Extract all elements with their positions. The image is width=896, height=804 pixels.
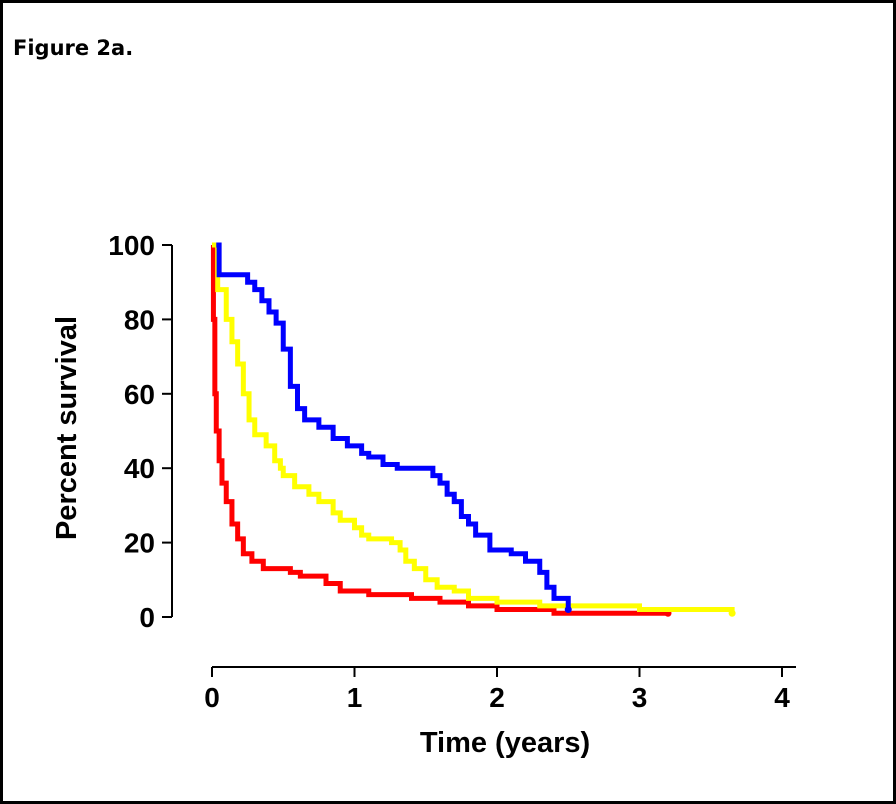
censor-marker-2 [728,609,736,617]
x-tick-label: 4 [774,682,790,713]
survival-curve-3 [216,242,571,610]
survival-curve-1 [210,242,668,616]
x-axis-title: Time (years) [420,727,590,759]
figure-label: Figure 2a. [13,36,134,60]
y-tick-label: 60 [124,379,155,410]
x-tick-label: 0 [204,682,220,713]
y-tick-label: 20 [124,528,155,559]
y-tick-label: 80 [124,304,155,335]
x-tick-label: 1 [347,682,363,713]
survival-curves [210,242,736,617]
y-tick-label: 40 [124,453,155,484]
x-axis: 0 1 2 3 4 [204,666,796,713]
censor-marker-3 [564,606,572,614]
y-axis: 0 20 40 60 80 100 [108,230,173,633]
y-tick-label: 100 [108,230,155,261]
x-tick-label: 3 [632,682,648,713]
y-axis-title: Percent survival [51,316,83,540]
survival-curve-2 [212,242,735,614]
y-tick-label: 0 [139,602,155,633]
x-tick-label: 2 [489,682,505,713]
